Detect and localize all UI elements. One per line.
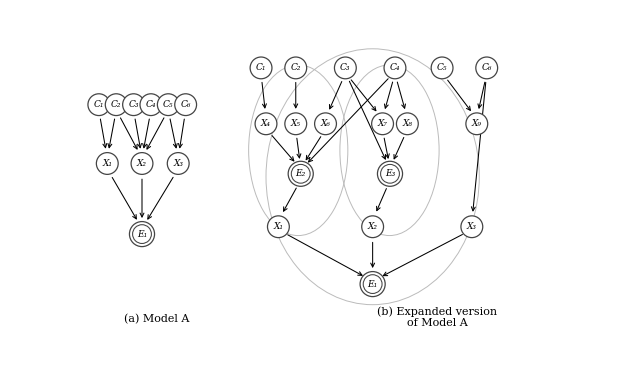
Text: E₃: E₃ xyxy=(385,169,395,178)
Ellipse shape xyxy=(268,216,289,238)
Ellipse shape xyxy=(360,272,385,296)
Ellipse shape xyxy=(140,94,162,115)
Ellipse shape xyxy=(131,153,153,174)
Ellipse shape xyxy=(431,57,453,79)
Text: C₂: C₂ xyxy=(111,100,122,109)
Text: C₄: C₄ xyxy=(390,63,400,73)
Ellipse shape xyxy=(88,94,110,115)
Text: (b) Expanded version
of Model A: (b) Expanded version of Model A xyxy=(377,306,497,328)
Ellipse shape xyxy=(285,113,307,135)
Ellipse shape xyxy=(335,57,356,79)
Ellipse shape xyxy=(255,113,277,135)
Ellipse shape xyxy=(167,153,189,174)
Ellipse shape xyxy=(97,153,118,174)
Text: X₇: X₇ xyxy=(378,119,388,128)
Text: C₃: C₃ xyxy=(128,100,139,109)
Ellipse shape xyxy=(129,222,154,247)
Ellipse shape xyxy=(362,216,383,238)
Text: X₁: X₁ xyxy=(102,159,112,168)
Ellipse shape xyxy=(466,113,488,135)
Text: X₈: X₈ xyxy=(403,119,412,128)
Ellipse shape xyxy=(378,161,403,186)
Text: X₃: X₃ xyxy=(467,222,477,231)
Ellipse shape xyxy=(476,57,498,79)
Text: C₁: C₁ xyxy=(256,63,266,73)
Ellipse shape xyxy=(123,94,145,115)
Text: X₄: X₄ xyxy=(261,119,271,128)
Ellipse shape xyxy=(157,94,179,115)
Text: C₅: C₅ xyxy=(437,63,447,73)
Ellipse shape xyxy=(285,57,307,79)
Text: E₁: E₁ xyxy=(367,280,378,288)
Text: X₂: X₂ xyxy=(137,159,147,168)
Text: E₁: E₁ xyxy=(137,230,147,239)
Ellipse shape xyxy=(106,94,127,115)
Ellipse shape xyxy=(175,94,196,115)
Text: C₆: C₆ xyxy=(481,63,492,73)
Text: C₆: C₆ xyxy=(180,100,191,109)
Ellipse shape xyxy=(384,57,406,79)
Text: X₉: X₉ xyxy=(472,119,482,128)
Ellipse shape xyxy=(372,113,394,135)
Ellipse shape xyxy=(461,216,483,238)
Text: C₂: C₂ xyxy=(291,63,301,73)
Text: C₁: C₁ xyxy=(93,100,104,109)
Text: X₃: X₃ xyxy=(173,159,183,168)
Text: (a) Model A: (a) Model A xyxy=(124,314,189,324)
Text: X₁: X₁ xyxy=(273,222,284,231)
Text: X₅: X₅ xyxy=(291,119,301,128)
Text: E₂: E₂ xyxy=(296,169,306,178)
Ellipse shape xyxy=(288,161,313,186)
Text: X₂: X₂ xyxy=(367,222,378,231)
Text: C₃: C₃ xyxy=(340,63,351,73)
Text: C₄: C₄ xyxy=(146,100,156,109)
Ellipse shape xyxy=(315,113,337,135)
Text: C₅: C₅ xyxy=(163,100,173,109)
Ellipse shape xyxy=(396,113,419,135)
Ellipse shape xyxy=(250,57,272,79)
Text: X₆: X₆ xyxy=(321,119,330,128)
